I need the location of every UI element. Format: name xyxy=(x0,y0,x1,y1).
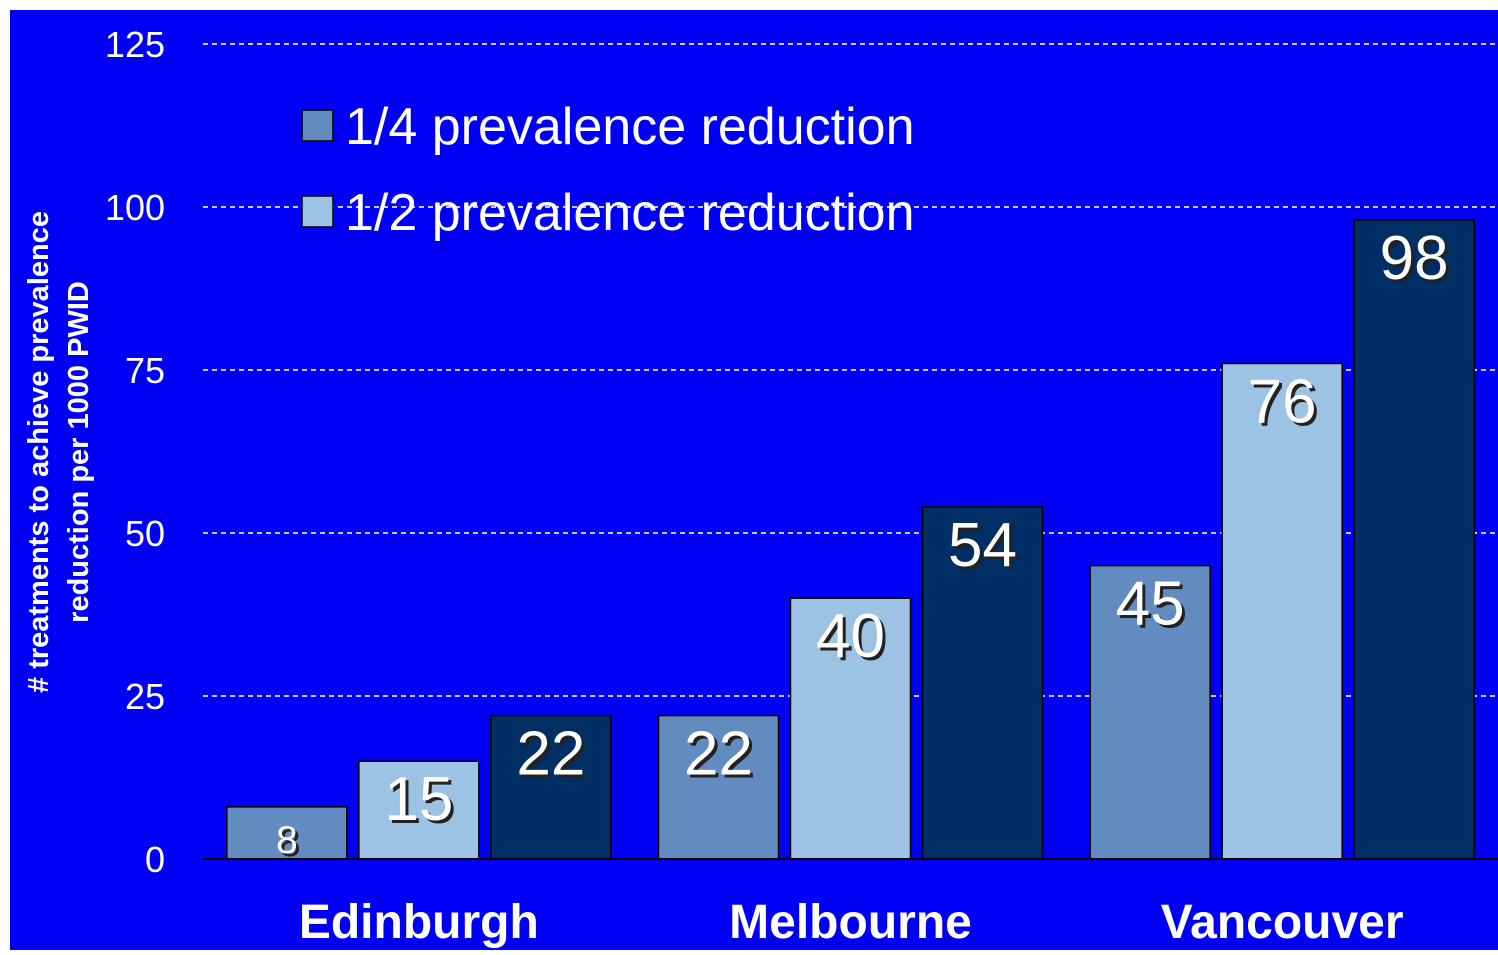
bar xyxy=(226,806,348,860)
legend-label: 1/2 prevalence reduction xyxy=(345,184,915,242)
data-label-shadow: 76 xyxy=(1251,370,1320,439)
data-label-shadow: 22 xyxy=(687,722,756,791)
bar xyxy=(1089,564,1211,860)
data-label: 54 xyxy=(948,511,1017,580)
bar xyxy=(490,714,612,860)
data-label: 45 xyxy=(1116,570,1185,639)
data-label: 40 xyxy=(816,602,885,671)
bar xyxy=(1353,219,1475,860)
data-label-shadow: 15 xyxy=(387,768,456,837)
data-label-shadow: 98 xyxy=(1383,227,1452,296)
y-tick-label: 125 xyxy=(105,24,165,65)
legend-swatch xyxy=(301,195,334,228)
bar xyxy=(1221,362,1343,860)
y-tick-label: 0 xyxy=(145,839,165,880)
data-label: 8 xyxy=(276,819,298,862)
data-label-shadow: 8 xyxy=(279,822,301,865)
data-label: 98 xyxy=(1380,224,1449,293)
bar xyxy=(921,506,1044,860)
data-label-shadow: 54 xyxy=(951,514,1020,583)
y-tick-label: 75 xyxy=(125,350,165,391)
data-label-shadow: 45 xyxy=(1119,573,1188,642)
data-label: 15 xyxy=(384,765,453,834)
data-label-shadow: 40 xyxy=(819,605,888,674)
legend-swatch xyxy=(301,109,334,142)
x-tick-label: Melbourne xyxy=(729,896,972,949)
y-tick-label: 100 xyxy=(105,187,165,228)
y-tick-label: 50 xyxy=(125,513,165,554)
x-tick-label: Edinburgh xyxy=(299,896,539,949)
bar xyxy=(789,597,912,860)
bar xyxy=(657,714,780,860)
legend-label: 1/4 prevalence reduction xyxy=(345,98,915,156)
data-label: 76 xyxy=(1248,367,1317,436)
y-axis-label: # treatments to achieve prevalence xyxy=(23,211,55,693)
bar xyxy=(358,760,480,860)
y-axis-label: reduction per 1000 PWID xyxy=(63,281,95,623)
data-label-shadow: 22 xyxy=(519,722,588,791)
data-label: 22 xyxy=(684,719,753,788)
y-tick-label: 25 xyxy=(125,676,165,717)
data-label: 22 xyxy=(516,719,585,788)
x-tick-label: Vancouver xyxy=(1161,896,1404,949)
